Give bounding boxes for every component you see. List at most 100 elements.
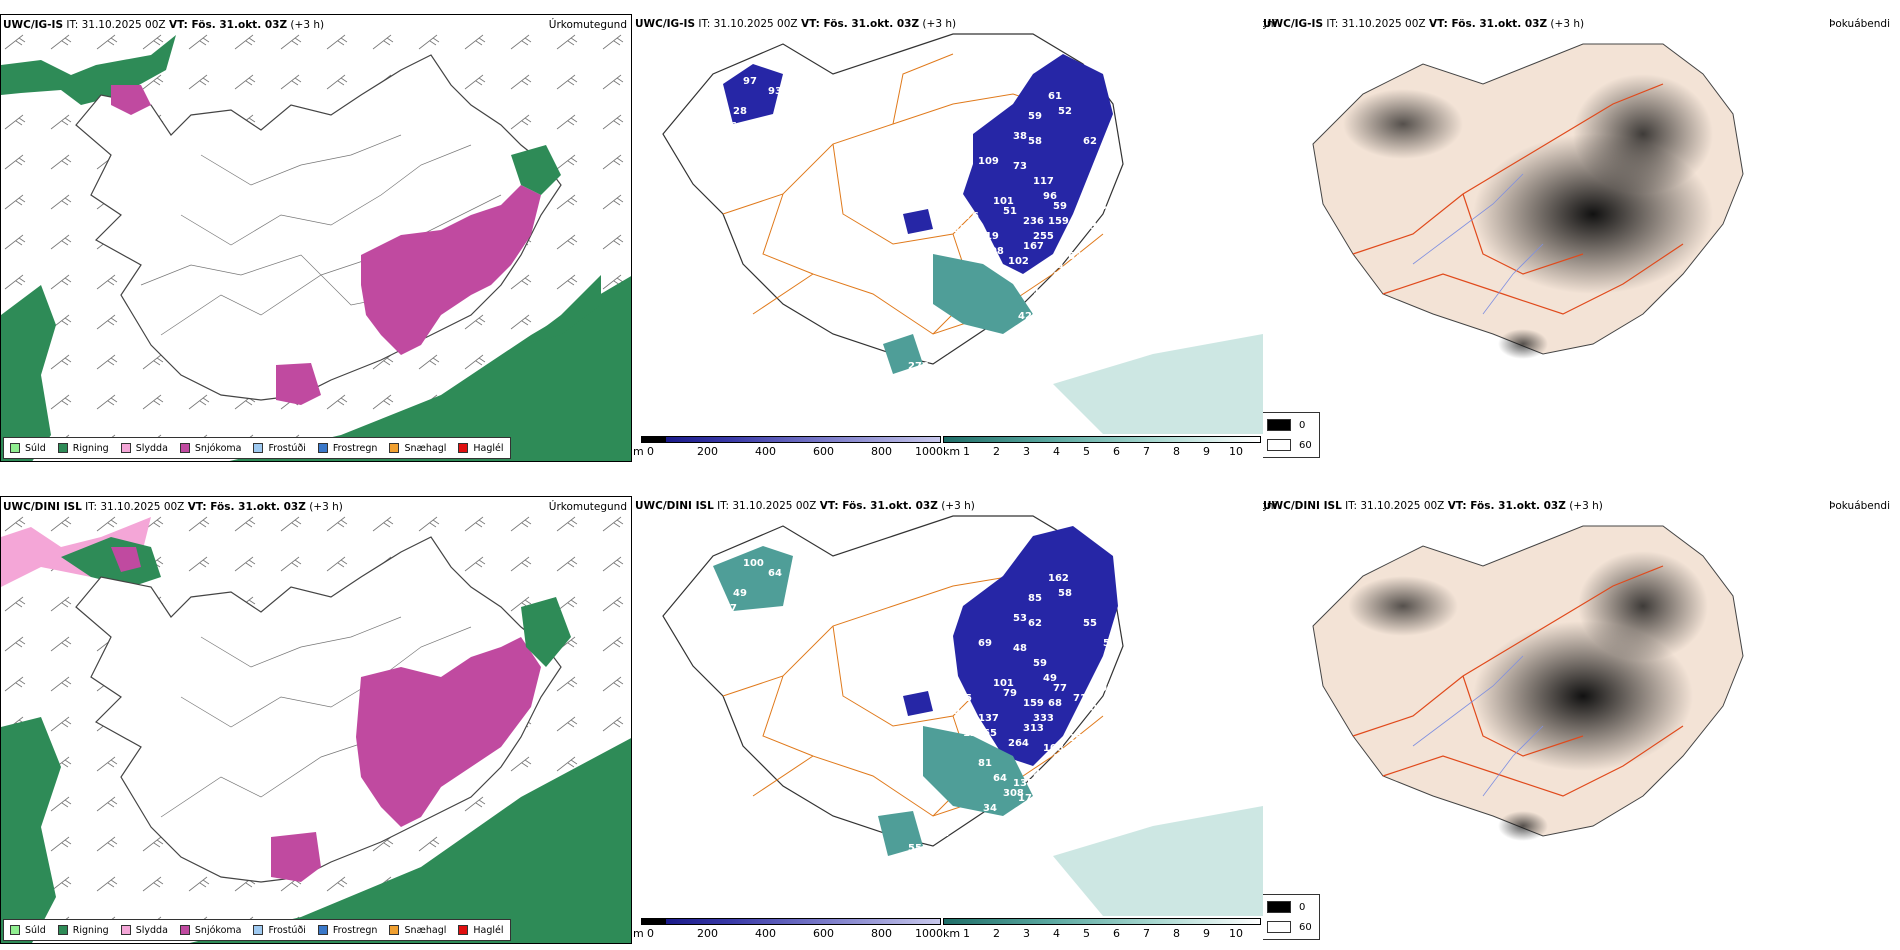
visibility-value-label: 59 <box>1028 111 1042 122</box>
visibility-value-label: 333 <box>1033 713 1054 724</box>
visibility-value-label: 63 <box>933 206 947 217</box>
visibility-value-label: 55 <box>1083 618 1097 629</box>
visibility-value-label: 61 <box>1048 91 1062 102</box>
precip-legend-row2: Súld Rigning Slydda Snjókoma Frostúði Fr… <box>3 919 511 941</box>
visibility-value-label: 53 <box>1013 613 1027 624</box>
visibility-value-label: 96 <box>1043 191 1057 202</box>
snow-area-central-row2 <box>356 637 541 827</box>
visibility-value-label: 93 <box>768 86 782 97</box>
visibility-value-label: 255 <box>1033 231 1054 242</box>
visibility-value-label: 11 <box>1033 326 1047 337</box>
height-colorbar-row2: m 0 200 400 600 800 1000 <box>633 918 953 944</box>
legend-item-frostudi: Frostúði <box>253 443 306 454</box>
fog-legend-row1: 0 60 <box>1263 412 1320 458</box>
visibility-value-label: 313 <box>1023 723 1044 734</box>
visibility-value-label: 83 <box>1083 221 1097 232</box>
visibility-value-label: 69 <box>978 638 992 649</box>
visibility-value-label: 97 <box>743 76 757 87</box>
visibility-value-label: 38 <box>1013 131 1027 142</box>
fog-index-map-row2: Skyggni UWC/DINI ISL IT: 31.10.2025 00Z … <box>1263 496 1900 944</box>
visibility-map-row1: 97 93 28 36 63 61 59 52 38 58 62 67 109 73 117 96 59 101 5… <box>633 14 1263 462</box>
visibility-value-label: 560 <box>938 361 959 372</box>
panel-title-row2-fog: UWC/DINI ISL IT: 31.10.2025 00Z VT: Fös.… <box>1263 500 1603 512</box>
visibility-value-label: 48 <box>1013 643 1027 654</box>
visibility-value-label: 68 <box>1048 698 1062 709</box>
visibility-map-row2: 100 64 49 97 85 162 85 58 53 62 55 50 69 48 59 49 77 101 7… <box>633 496 1263 944</box>
visibility-value-label: 276 <box>908 361 929 372</box>
fog-map-canvas-row1 <box>1312 43 1744 359</box>
fog-heading-row1: Þokuábendi <box>1829 18 1890 30</box>
fog-legend-row2: 0 60 <box>1263 894 1320 940</box>
visibility-value-label: 59 <box>1053 201 1067 212</box>
visibility-colorbar-row1: km 1 2 3 4 5 6 7 8 9 10 <box>943 436 1263 462</box>
visibility-value-label: 255 <box>1068 733 1089 744</box>
precip-map-canvas-row1 <box>1 15 631 461</box>
visibility-value-label: 45 <box>958 693 972 704</box>
visibility-value-label: 109 <box>978 156 999 167</box>
visibility-value-label: 119 <box>978 231 999 242</box>
precip-legend-row1: Súld Rigning Slydda Snjókoma Frostúði Fr… <box>3 437 511 459</box>
visibility-value-label: 108 <box>1043 743 1064 754</box>
low-visibility-northwest <box>723 64 783 124</box>
precip-type-map-row2: UWC/DINI ISL IT: 31.10.2025 00Z VT: Fös.… <box>0 496 632 944</box>
legend-item-haglel: Haglél <box>458 443 504 454</box>
legend-item-rigning: Rigning <box>57 443 109 454</box>
visibility-value-label: 276 <box>958 211 979 222</box>
visibility-value-label: 101 <box>993 678 1014 689</box>
visibility-value-label: 85 <box>933 688 947 699</box>
visibility-value-label: 50 <box>1103 638 1117 649</box>
fog-roads <box>1352 83 1684 315</box>
visibility-value-label: 137 <box>1053 271 1074 282</box>
visibility-value-label: 159 <box>1048 216 1069 227</box>
precip-type-map-row1: UWC/IG-IS IT: 31.10.2025 00Z VT: Fös. 31… <box>0 14 632 462</box>
precip-map-canvas-row2 <box>1 497 631 943</box>
visibility-value-label: 121 <box>928 828 949 839</box>
visibility-value-label: 137 <box>978 713 999 724</box>
visibility-value-label: 28 <box>733 106 747 117</box>
panel-title-row1-fog: UWC/IG-IS IT: 31.10.2025 00Z VT: Fös. 31… <box>1263 18 1585 30</box>
fog-map-canvas-row2 <box>1312 525 1744 841</box>
fog-heading-row2: Þokuábendi <box>1829 500 1890 512</box>
visibility-value-label: 101 <box>1093 683 1114 694</box>
panel-title-row1-vis: UWC/IG-IS IT: 31.10.2025 00Z VT: Fös. 31… <box>635 18 957 30</box>
visibility-value-label: 52 <box>1058 106 1072 117</box>
visibility-value-label: 81 <box>978 758 992 769</box>
snow-area-north <box>111 85 151 115</box>
snow-area-south <box>276 363 321 405</box>
panel-title-row2-vis: UWC/DINI ISL IT: 31.10.2025 00Z VT: Fös.… <box>635 500 975 512</box>
visibility-value-label: 79 <box>1003 688 1017 699</box>
visibility-value-label: 62 <box>1028 618 1042 629</box>
visibility-value-label: 85 <box>1028 593 1042 604</box>
visibility-value-label: 79 <box>938 843 952 854</box>
height-colorbar-row1: m 0 200 400 600 800 1000 <box>633 436 953 462</box>
visibility-value-label: 145 <box>1033 286 1054 297</box>
visibility-colorbar-row2: km 1 2 3 4 5 6 7 8 9 10 <box>943 918 1263 944</box>
fog-index-map-row1: Skyggni UWC/IG-IS IT: 31.10.2025 00Z VT:… <box>1263 14 1900 462</box>
visibility-value-label: 100 <box>743 558 764 569</box>
panel-title-row2-precip: UWC/DINI ISL IT: 31.10.2025 00Z VT: Fös.… <box>3 501 343 513</box>
visibility-value-label: 167 <box>1023 241 1044 252</box>
panel-title-row1-precip: UWC/IG-IS IT: 31.10.2025 00Z VT: Fös. 31… <box>3 19 325 31</box>
visibility-value-label: 34 <box>983 803 997 814</box>
legend-item-sudl: Súld <box>10 443 46 454</box>
visibility-value-label: 71 <box>1073 693 1087 704</box>
visibility-heading-row2: Skyggni <box>1263 500 1277 512</box>
visibility-value-label: 97 <box>723 603 737 614</box>
visibility-value-label: 77 <box>1053 683 1067 694</box>
visibility-value-label: 102 <box>1008 256 1029 267</box>
visibility-value-label: 63 <box>1068 251 1082 262</box>
visibility-value-label: 171 <box>1053 753 1074 764</box>
visibility-value-label: 58 <box>1058 588 1072 599</box>
precip-type-heading-row2: Úrkomutegund <box>548 501 627 513</box>
visibility-value-label: 49 <box>733 588 747 599</box>
precip-type-heading-row1: Úrkomutegund <box>548 19 627 31</box>
fog-rivers <box>1412 173 1544 315</box>
visibility-value-label: 60 <box>1083 703 1097 714</box>
visibility-value-label: 159 <box>1023 698 1044 709</box>
visibility-value-label: 261 <box>1033 768 1054 779</box>
rain-area-west <box>1 285 56 461</box>
visibility-value-label: 135 <box>1013 778 1034 789</box>
visibility-value-label: 59 <box>1033 658 1047 669</box>
